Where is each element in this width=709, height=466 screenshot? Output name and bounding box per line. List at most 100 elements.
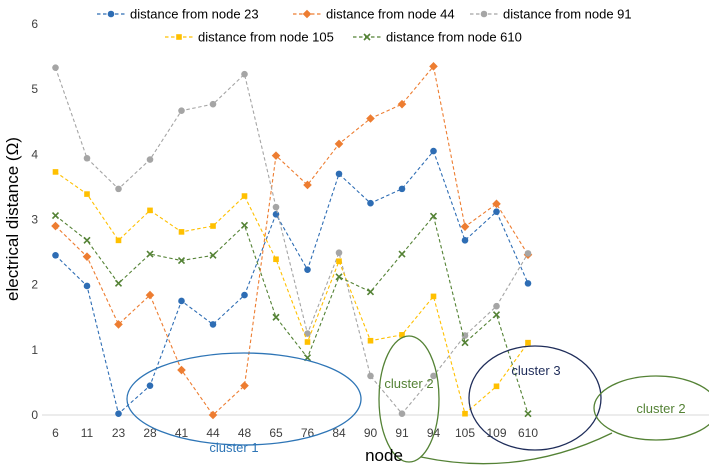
data-point (146, 382, 154, 389)
legend-marker (176, 34, 182, 40)
y-tick-label: 6 (31, 17, 38, 31)
series-5 (51, 212, 532, 418)
legend-entry: distance from node 610 (353, 30, 522, 45)
x-axis-title: node (365, 446, 403, 465)
data-point (210, 223, 216, 229)
y-tick-label: 2 (31, 278, 38, 292)
data-point (115, 237, 122, 244)
cluster-annotation: cluster 2 (378, 335, 440, 463)
data-point (524, 280, 532, 287)
data-point (82, 252, 92, 261)
legend-label: distance from node 91 (503, 7, 632, 22)
data-point (461, 237, 469, 244)
series-line (55, 171, 529, 415)
data-point (366, 114, 375, 123)
y-axis-title: electrical distance (Ω) (3, 137, 22, 301)
data-point (304, 330, 311, 337)
legend-marker (363, 33, 371, 41)
x-tick-label: 109 (486, 426, 506, 440)
data-point (398, 185, 406, 193)
data-point (429, 62, 438, 71)
cluster-ellipse (468, 345, 602, 451)
x-tick-label: 65 (269, 426, 283, 440)
data-point (524, 410, 532, 418)
data-point (241, 291, 248, 299)
data-point (272, 313, 280, 321)
legend-entry: distance from node 44 (293, 7, 455, 22)
legend-entry: distance from node 23 (97, 7, 259, 22)
legend-marker (480, 10, 488, 18)
data-point (51, 212, 60, 220)
data-point (52, 169, 59, 175)
legend-label: distance from node 44 (326, 7, 455, 22)
data-point (398, 250, 406, 258)
data-point (334, 139, 344, 149)
data-point (398, 410, 406, 417)
x-tick-label: 23 (112, 426, 126, 440)
data-point (240, 221, 249, 229)
x-tick-label: 6 (52, 426, 59, 440)
x-tick-label: 90 (364, 426, 378, 440)
data-point (493, 302, 500, 310)
data-point (241, 70, 248, 78)
series-line (55, 65, 529, 416)
data-point (461, 339, 469, 347)
legend-entry: distance from node 105 (165, 30, 334, 45)
data-point (367, 337, 374, 344)
data-point (114, 320, 123, 329)
data-point (524, 250, 532, 257)
x-tick-label: 48 (238, 426, 252, 440)
legend-label: distance from node 105 (198, 30, 334, 45)
data-point (303, 180, 312, 190)
y-tick-label: 0 (31, 408, 38, 422)
data-point (397, 99, 407, 109)
data-point (146, 156, 154, 163)
series-2 (51, 62, 533, 420)
cluster-annotations: cluster 1 cluster 2 cluster 3 cluster 2 (126, 335, 709, 465)
data-point (430, 147, 437, 155)
data-point (208, 410, 218, 420)
data-point (304, 339, 311, 345)
series-line (54, 67, 529, 415)
data-point (240, 381, 249, 390)
data-point (271, 151, 281, 160)
data-point (178, 107, 185, 114)
data-point (83, 154, 91, 162)
cluster-annotation: cluster 2 (593, 375, 709, 441)
x-tick-label: 610 (518, 426, 538, 440)
data-point (114, 279, 123, 287)
data-point (83, 236, 91, 244)
data-point (399, 332, 405, 338)
cluster-label: cluster 3 (511, 363, 560, 378)
cluster-ellipse (126, 352, 362, 446)
legend-label: distance from node 610 (386, 30, 522, 45)
series-line (55, 149, 529, 415)
x-tick-label: 28 (143, 426, 157, 440)
data-point (460, 222, 470, 231)
data-point (178, 297, 185, 305)
x-tick-label: 11 (81, 426, 94, 440)
data-point (493, 208, 500, 215)
data-point (492, 311, 501, 319)
data-point (273, 256, 279, 263)
data-point (304, 266, 311, 273)
legend-marker (107, 10, 115, 18)
data-point (335, 170, 343, 178)
x-tick-label: 105 (455, 426, 475, 440)
y-tick-label: 5 (31, 82, 38, 96)
cluster-label: cluster 2 (384, 376, 433, 391)
legend-label: distance from node 23 (130, 7, 259, 22)
data-point (84, 191, 90, 197)
series-layer (51, 62, 533, 420)
data-point (146, 250, 154, 258)
data-point (83, 282, 91, 290)
x-tick-label: 91 (395, 426, 409, 440)
cluster-connector (420, 432, 613, 465)
x-tick-label: 44 (206, 426, 220, 440)
data-point (145, 290, 155, 300)
cluster-annotation: cluster 3 (468, 345, 602, 451)
data-point (430, 293, 437, 300)
data-point (209, 100, 217, 108)
y-axis: 0 1 2 3 4 5 6 (31, 17, 38, 422)
